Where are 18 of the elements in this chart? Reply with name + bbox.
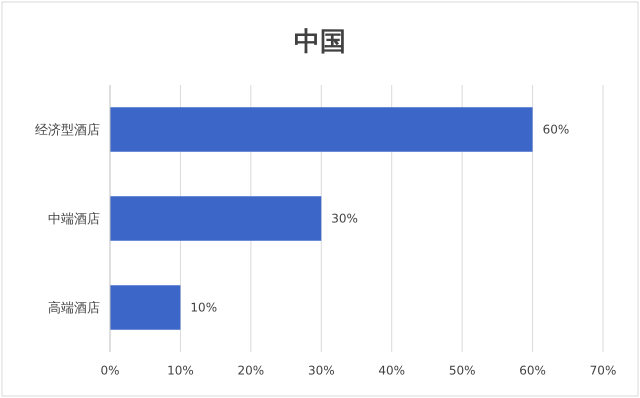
y-tick-label: 高端酒店: [48, 300, 100, 316]
y-tick-label: 经济型酒店: [35, 122, 100, 138]
x-tick-label: 10%: [167, 364, 194, 378]
x-tick-label: 30%: [308, 364, 335, 378]
data-label: 10%: [190, 300, 218, 315]
bar: [110, 196, 322, 241]
x-tick-label: 60%: [519, 364, 546, 378]
bar: [110, 107, 533, 152]
bar: [110, 285, 180, 330]
data-label: 60%: [542, 122, 570, 137]
data-label: 30%: [331, 212, 358, 226]
x-tick-label: 40%: [378, 364, 406, 378]
x-tick-label: 50%: [448, 364, 476, 378]
chart-title: 中国: [294, 27, 346, 57]
x-tick-label: 20%: [238, 364, 264, 378]
x-tick-label: 70%: [590, 364, 616, 378]
x-tick-label: 0%: [100, 364, 120, 378]
y-tick-label: 中端酒店: [48, 211, 100, 228]
